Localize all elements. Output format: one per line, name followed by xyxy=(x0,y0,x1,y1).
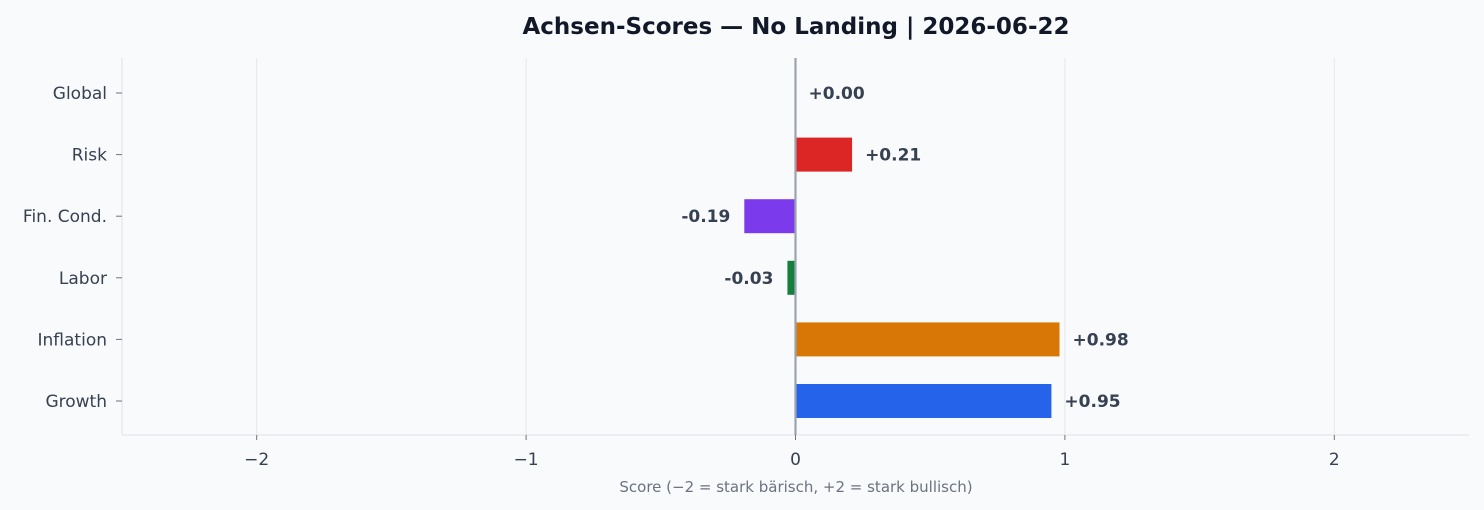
value-label: +0.95 xyxy=(1064,392,1120,412)
category-label: Global xyxy=(53,84,107,104)
x-axis-label: Score (−2 = stark bärisch, +2 = stark bu… xyxy=(619,478,972,496)
category-label: Risk xyxy=(72,146,107,166)
category-label: Inflation xyxy=(38,330,107,350)
x-tick-label: 0 xyxy=(790,450,801,470)
value-label: -0.19 xyxy=(681,207,730,227)
bar xyxy=(795,137,853,172)
x-tick-label: −2 xyxy=(244,450,269,470)
x-tick-label: 1 xyxy=(1059,450,1070,470)
category-label: Fin. Cond. xyxy=(23,207,107,227)
value-label: -0.03 xyxy=(724,269,773,289)
x-tick-label: −1 xyxy=(514,450,539,470)
category-label: Growth xyxy=(45,392,107,412)
category-label: Labor xyxy=(59,269,107,289)
bar xyxy=(744,199,796,234)
value-label: +0.00 xyxy=(809,84,865,104)
bar xyxy=(795,384,1052,418)
bar xyxy=(795,322,1060,357)
value-label: +0.98 xyxy=(1073,330,1129,350)
plot-area: −2 −1 0 1 2 Global +0.00 Risk +0.21 Fin. Cond. -0.… xyxy=(23,58,1469,470)
bar xyxy=(787,260,796,295)
x-tick-label: 2 xyxy=(1329,450,1340,470)
chart-title: Achsen-Scores — No Landing | 2026-06-22 xyxy=(523,14,1070,40)
value-label: +0.21 xyxy=(865,146,921,166)
